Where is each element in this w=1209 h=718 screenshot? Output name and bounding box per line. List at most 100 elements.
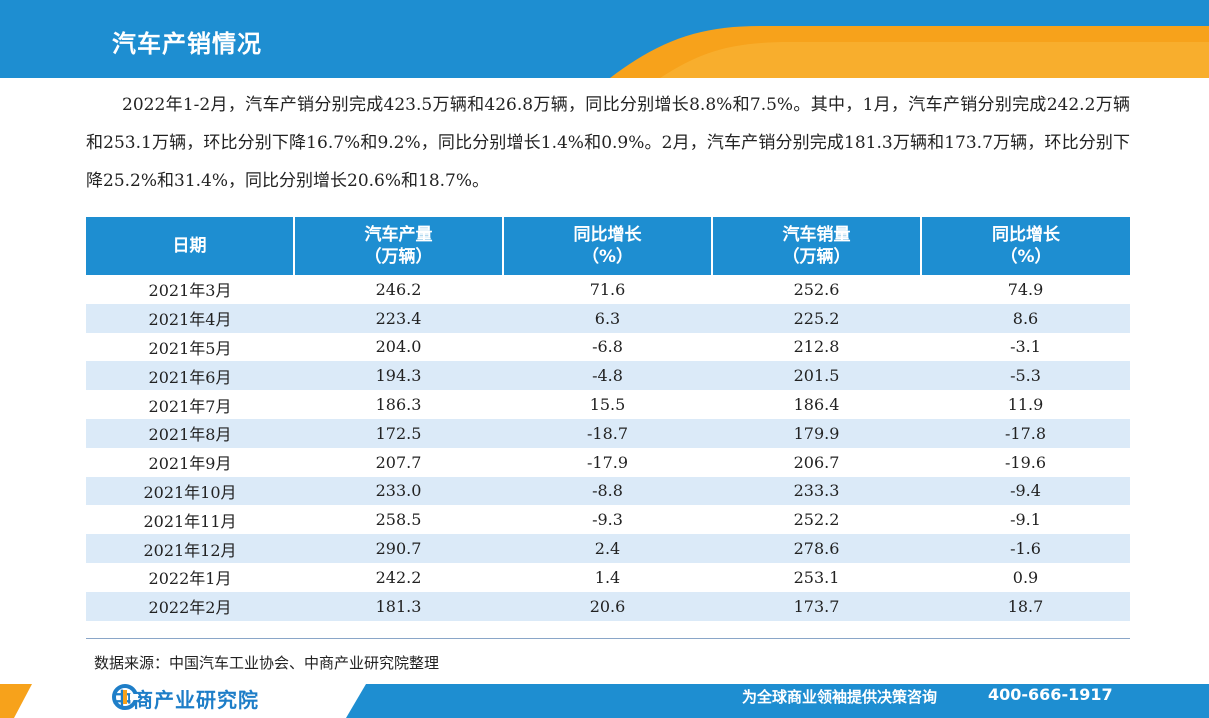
header-background — [0, 0, 1209, 78]
table-cell: 242.2 — [375, 567, 422, 587]
footer-background — [0, 684, 1209, 718]
table-row: 2021年7月 186.3 15.5 186.4 11.9 — [86, 390, 1130, 419]
table-cell: 233.0 — [294, 476, 503, 506]
table-row: 2022年1月 242.2 1.4 253.1 0.9 — [86, 563, 1130, 592]
table-cell: 74.9 — [1007, 279, 1044, 299]
table-cell: -1.6 — [921, 534, 1130, 563]
table-cell: 179.9 — [712, 418, 921, 448]
table-cell: 8.6 — [921, 303, 1130, 333]
column-header: 汽车销量 （万辆） — [712, 217, 922, 275]
table-cell: 173.7 — [712, 591, 921, 621]
table-row: 2021年10月 233.0 -8.8 233.3 -9.4 — [86, 476, 1130, 506]
table-cell: 225.2 — [712, 303, 921, 333]
table-cell: -5.3 — [921, 361, 1130, 391]
table-cell: 2021年11月 — [143, 511, 237, 531]
production-sales-table: 日期 汽车产量 （万辆） 同比增长 （%） 汽车销量 （万辆） 同比增长 （%） 2021年3月… — [86, 217, 1130, 621]
footer-bar: 中商产业研究院 为全球商业领袖提供决策咨询 400-666-1917 — [0, 680, 1209, 718]
table-body: 2021年3月 246.2 71.6 252.6 74.9 2021年4月 223.4 6.3… — [86, 275, 1130, 621]
table-cell: -17.9 — [586, 452, 629, 472]
data-source-note: 数据来源：中国汽车工业协会、中商产业研究院整理 — [94, 654, 440, 672]
table-cell: 71.6 — [589, 279, 626, 299]
table-cell: 212.8 — [793, 337, 840, 357]
table-cell: -3.1 — [1010, 337, 1041, 357]
table-cell: 253.1 — [793, 567, 840, 587]
table-cell: 201.5 — [712, 361, 921, 391]
table-row: 2021年6月 194.3 -4.8 201.5 -5.3 — [86, 361, 1130, 391]
table-cell: 172.5 — [294, 418, 503, 448]
table-row: 2021年3月 246.2 71.6 252.6 74.9 — [86, 275, 1130, 304]
column-header: 汽车产量 （万辆） — [294, 217, 504, 275]
footer-phone: 400-666-1917 — [988, 685, 1113, 704]
table-cell: 186.3 — [375, 395, 422, 415]
table-row: 2021年9月 207.7 -17.9 206.7 -19.6 — [86, 448, 1130, 477]
table-cell: 2021年10月 — [86, 476, 294, 506]
column-header-unit: （万辆） — [364, 247, 433, 267]
table-cell: 181.3 — [294, 591, 503, 621]
header-banner: 汽车产销情况 — [0, 0, 1209, 80]
table-cell: 186.4 — [793, 395, 840, 415]
table-cell: 290.7 — [294, 534, 503, 563]
table-cell: 207.7 — [375, 452, 422, 472]
table-cell: 2021年12月 — [86, 534, 294, 563]
column-header-unit: （%） — [1000, 247, 1052, 267]
footer-logo: 中商产业研究院 — [112, 684, 259, 713]
table-cell: 252.6 — [793, 279, 840, 299]
summary-paragraph: 2022年1-2月，汽车产销分别完成423.5万辆和426.8万辆，同比分别增长… — [86, 95, 1130, 191]
table-cell: 278.6 — [712, 534, 921, 563]
column-header-label: 汽车销量 — [782, 225, 851, 245]
table-cell: 204.0 — [375, 337, 422, 357]
column-header-unit: （万辆） — [782, 247, 851, 267]
table-cell: 6.3 — [503, 303, 712, 333]
table-cell: 18.7 — [921, 591, 1130, 621]
table-header: 日期 汽车产量 （万辆） 同比增长 （%） 汽车销量 （万辆） 同比增长 （%） — [86, 217, 1130, 275]
column-header: 同比增长 （%） — [921, 217, 1130, 275]
footer-slogan: 为全球商业领袖提供决策咨询 — [742, 688, 938, 706]
table-cell: 246.2 — [375, 279, 422, 299]
table-cell: 2021年9月 — [148, 454, 232, 474]
table-cell: 252.2 — [793, 510, 840, 530]
table-cell: -19.6 — [1004, 452, 1047, 472]
table-cell: 2021年7月 — [148, 396, 232, 416]
table-cell: 2021年8月 — [86, 418, 294, 448]
table-cell: 258.5 — [375, 510, 422, 530]
table-cell: -9.4 — [921, 476, 1130, 506]
table-cell: 1.4 — [594, 567, 621, 587]
table-cell: 194.3 — [294, 361, 503, 391]
table-row: 2021年5月 204.0 -6.8 212.8 -3.1 — [86, 333, 1130, 362]
table-cell: 206.7 — [793, 452, 840, 472]
table-cell: -9.3 — [592, 510, 623, 530]
table-cell: -8.8 — [503, 476, 712, 506]
table-cell: 2.4 — [503, 534, 712, 563]
table-cell: 2022年2月 — [86, 591, 294, 621]
table-cell: 2021年4月 — [86, 303, 294, 333]
table-cell: 11.9 — [1007, 395, 1044, 415]
table-cell: 20.6 — [503, 591, 712, 621]
table-cell: -18.7 — [503, 418, 712, 448]
table-row: 2021年11月 258.5 -9.3 252.2 -9.1 — [86, 505, 1130, 534]
company-logo-icon — [112, 684, 138, 710]
table-row: 2021年12月 290.7 2.4 278.6 -1.6 — [86, 534, 1130, 563]
table-cell: 233.3 — [712, 476, 921, 506]
table-cell: -6.8 — [592, 337, 623, 357]
table-cell: 2022年1月 — [148, 569, 232, 589]
page-title: 汽车产销情况 — [112, 30, 262, 58]
divider-line — [86, 638, 1130, 639]
table-cell: -9.1 — [1010, 510, 1041, 530]
column-header-label: 同比增长 — [992, 225, 1060, 245]
column-header-label: 日期 — [172, 236, 207, 256]
column-header-label: 汽车产量 — [364, 225, 433, 245]
column-header: 同比增长 （%） — [503, 217, 713, 275]
table-cell: 2021年5月 — [148, 338, 232, 358]
table-cell: -4.8 — [503, 361, 712, 391]
column-header-label: 同比增长 — [573, 225, 642, 245]
table-cell: 0.9 — [1012, 567, 1039, 587]
table-row: 2021年4月 223.4 6.3 225.2 8.6 — [86, 303, 1130, 333]
table-cell: 15.5 — [589, 395, 626, 415]
table-cell: 2021年6月 — [86, 361, 294, 391]
table-cell: 223.4 — [294, 303, 503, 333]
table-row: 2022年2月 181.3 20.6 173.7 18.7 — [86, 591, 1130, 621]
column-header: 日期 — [86, 217, 295, 275]
table-row: 2021年8月 172.5 -18.7 179.9 -17.8 — [86, 418, 1130, 448]
table-cell: -17.8 — [921, 418, 1130, 448]
table-cell: 2021年3月 — [148, 281, 232, 301]
